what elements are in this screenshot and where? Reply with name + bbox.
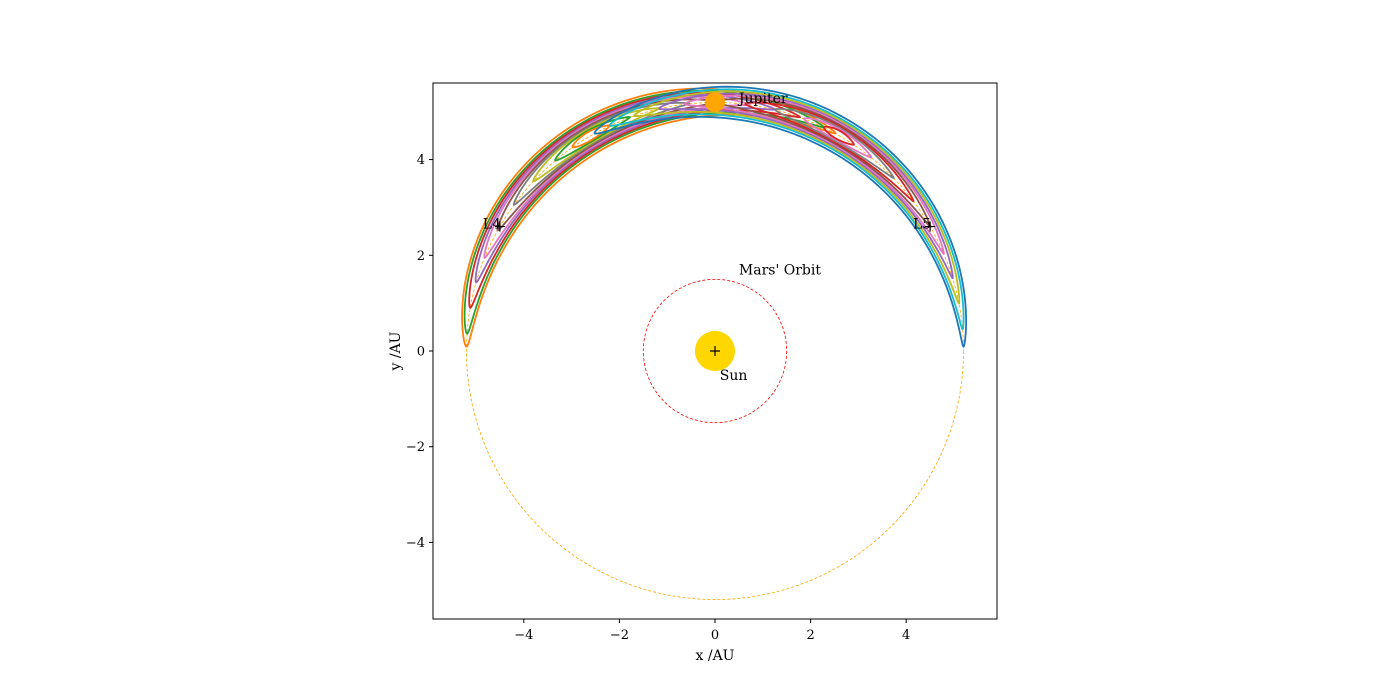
mars-orbit-label: Mars' Orbit bbox=[739, 262, 821, 278]
sun-label: Sun bbox=[720, 368, 748, 384]
x-tick-label: −2 bbox=[610, 628, 629, 643]
x-tick-label: 4 bbox=[902, 628, 910, 643]
trojan-loop-l5-9 bbox=[823, 125, 855, 146]
trojan-orbits-l5 bbox=[593, 85, 968, 348]
trojan-loop-l4-8 bbox=[554, 116, 631, 162]
y-tick-label: −2 bbox=[406, 440, 425, 455]
jupiter-label: Jupiter bbox=[737, 91, 788, 107]
trojan-loop-l5-3 bbox=[658, 92, 954, 280]
trojan-loop-l4-0 bbox=[461, 87, 837, 348]
l4-label: L4 bbox=[483, 217, 501, 233]
y-tick-label: 4 bbox=[417, 153, 425, 168]
axis-ticks: −4 −2 0 2 4 −4 −2 0 2 4 bbox=[406, 153, 910, 643]
trojan-loop-l4-4 bbox=[483, 95, 751, 259]
x-axis-label: x /AU bbox=[696, 648, 735, 664]
trojan-loop-l5-8 bbox=[803, 117, 873, 159]
x-tick-label: −4 bbox=[514, 628, 533, 643]
plot-area: Jupiter Sun Mars' Orbit L4 L5 bbox=[461, 85, 968, 600]
jupiter-disk bbox=[704, 92, 726, 113]
x-tick-label: 2 bbox=[806, 628, 814, 643]
l5-label: L5 bbox=[913, 217, 931, 233]
trojan-orbits-l4 bbox=[461, 87, 837, 348]
l4-marker bbox=[494, 221, 505, 232]
trojan-loop-l5-7 bbox=[774, 108, 895, 180]
trojan-loop-l5-6 bbox=[744, 101, 915, 203]
trojan-loop-l4-6 bbox=[512, 101, 691, 206]
trojan-loop-l5-1 bbox=[609, 88, 965, 331]
trojan-loop-l5-2 bbox=[633, 90, 961, 305]
plot-content: Jupiter Sun Mars' Orbit L4 L5 bbox=[461, 85, 968, 600]
trojan-loop-l5-0 bbox=[593, 85, 968, 348]
sun-marker bbox=[710, 346, 720, 356]
trojan-loop-l4-2 bbox=[468, 91, 802, 309]
x-tick-label: 0 bbox=[711, 628, 719, 643]
y-tick-label: 0 bbox=[417, 345, 425, 360]
y-tick-label: 2 bbox=[417, 249, 425, 264]
y-tick-label: −4 bbox=[406, 536, 425, 551]
trojan-loop-l5-4 bbox=[683, 94, 945, 255]
l5-marker bbox=[925, 221, 936, 232]
orbit-mars-orbit bbox=[642, 278, 788, 424]
y-axis-label: y /AU bbox=[388, 331, 404, 371]
